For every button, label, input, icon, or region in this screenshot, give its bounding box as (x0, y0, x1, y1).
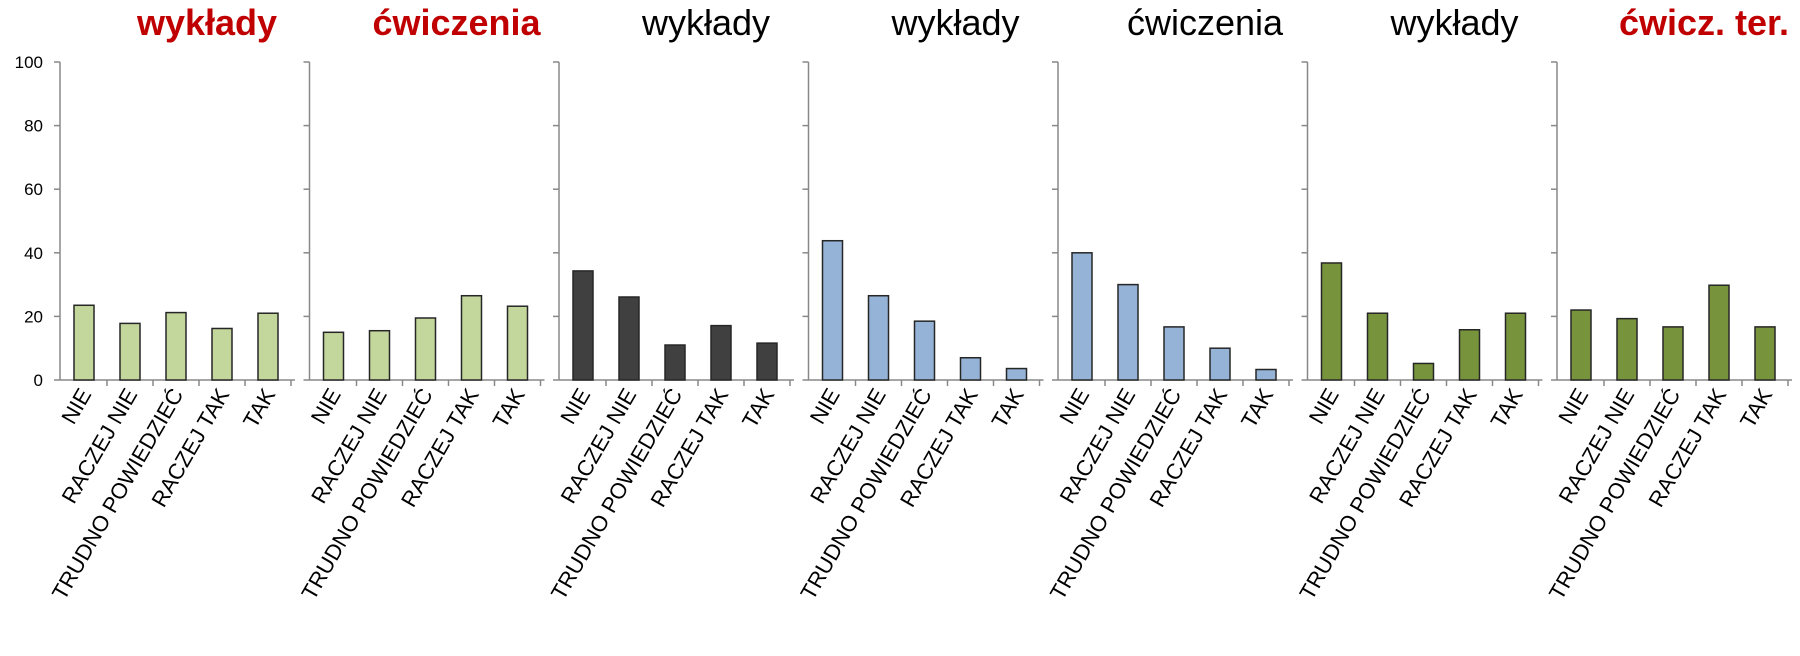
x-tick-label: TAK (488, 384, 530, 432)
bar (821, 239, 844, 381)
panel-title: wykłady (890, 2, 1019, 43)
x-tick-label: NIE (56, 384, 96, 428)
x-tick-label: TAK (1486, 384, 1528, 432)
x-tick-label: TAK (737, 384, 779, 432)
x-tick-label: NIE (805, 384, 845, 428)
bar (1071, 252, 1093, 381)
x-tick-label: NIE (1054, 384, 1094, 428)
bar (1117, 283, 1139, 381)
y-tick-label: 20 (24, 307, 43, 326)
bar (1209, 347, 1231, 381)
panel-title: wykłady (1389, 2, 1518, 43)
bar (368, 329, 391, 381)
bar (506, 305, 529, 381)
bar (913, 320, 936, 381)
bar (1320, 262, 1343, 381)
bar (1163, 326, 1185, 381)
bar (165, 311, 187, 381)
panel-title: wykłady (136, 2, 277, 43)
bar (1708, 284, 1730, 381)
bar (460, 294, 483, 381)
bar (664, 344, 686, 381)
bar (756, 342, 778, 381)
bar (1412, 362, 1435, 381)
x-tick-label: NIE (306, 384, 346, 428)
bar (572, 270, 594, 381)
bar (322, 331, 345, 381)
x-tick-label: TAK (238, 384, 280, 432)
bar (959, 356, 982, 381)
bar (710, 324, 732, 381)
x-tick-label: NIE (1553, 384, 1593, 428)
y-tick-label: 100 (15, 53, 43, 72)
bar (1570, 309, 1592, 381)
bar (1366, 312, 1389, 381)
bar (1616, 317, 1638, 381)
y-tick-label: 0 (34, 371, 43, 390)
bar (618, 296, 640, 381)
x-tick-label: TAK (1735, 384, 1777, 432)
bar (1255, 368, 1277, 381)
bar (867, 294, 890, 381)
panel-title: ćwiczenia (1127, 2, 1284, 43)
bar (414, 317, 437, 381)
bar (257, 312, 279, 381)
x-tick-label: TAK (987, 384, 1029, 432)
bar (1754, 326, 1776, 381)
y-tick-label: 60 (24, 180, 43, 199)
panel-title: wykłady (641, 2, 770, 43)
bar (211, 327, 233, 381)
bar (119, 322, 141, 381)
x-tick-label: NIE (1304, 384, 1344, 428)
bar (73, 304, 95, 381)
panel-title: ćwiczenia (372, 2, 541, 43)
bar (1005, 367, 1028, 381)
y-tick-label: 80 (24, 117, 43, 136)
bar (1504, 312, 1527, 381)
panel-title: ćwicz. ter. (1619, 2, 1789, 43)
x-tick-label: NIE (555, 384, 595, 428)
bar (1458, 329, 1481, 381)
x-tick-label: TAK (1236, 384, 1278, 432)
bar (1662, 326, 1684, 381)
y-tick-label: 40 (24, 244, 43, 263)
